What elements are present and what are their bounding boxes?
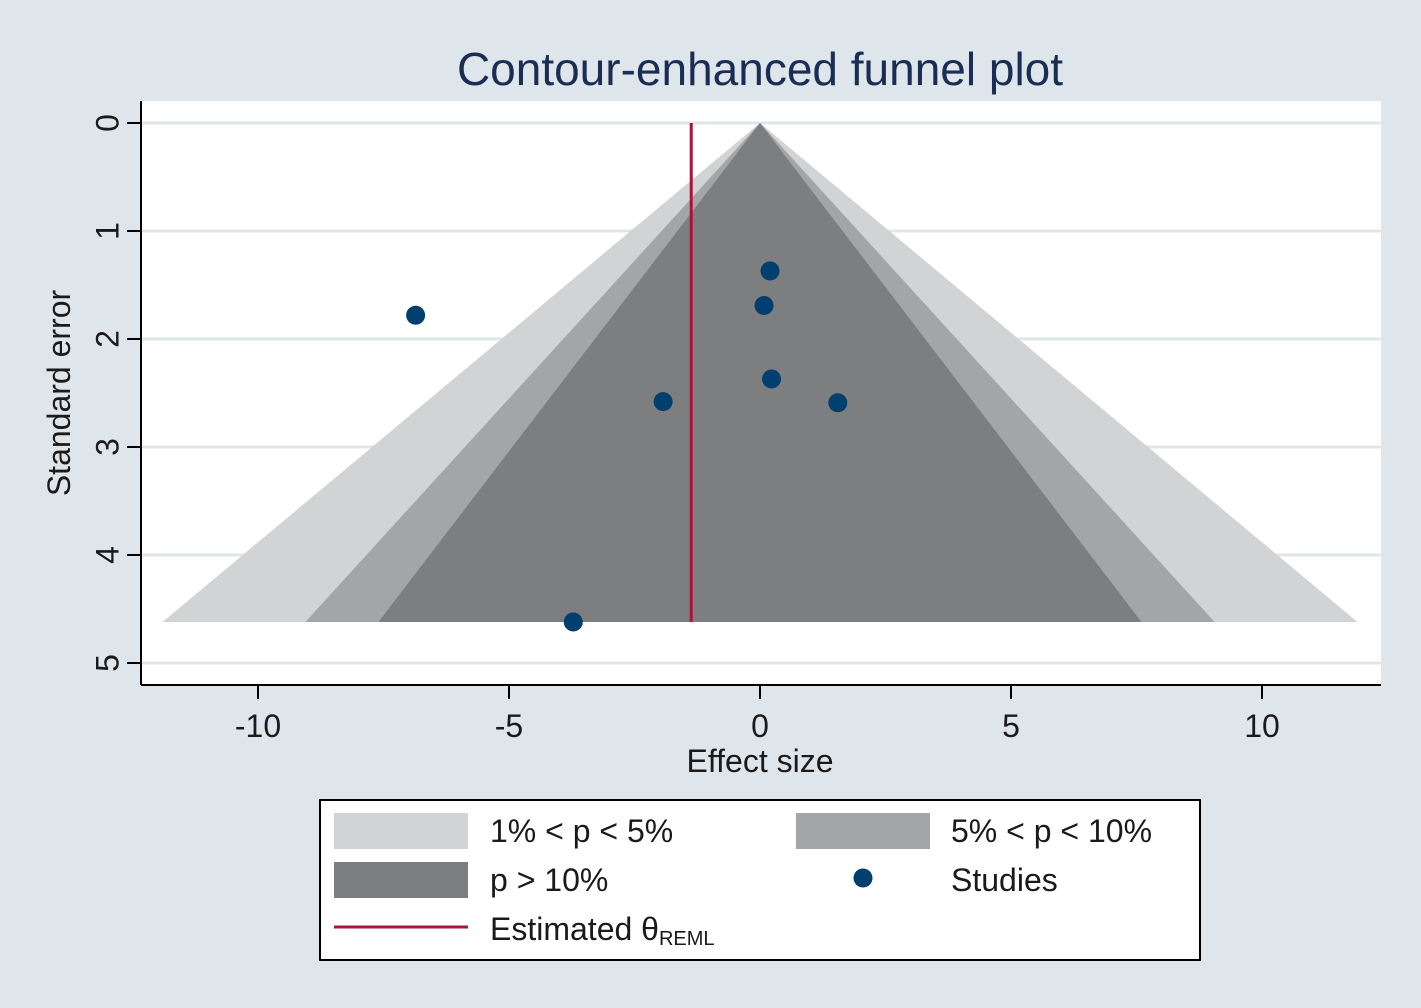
x-tick-label-3: 5: [1002, 708, 1020, 744]
legend-swatch: [334, 862, 468, 898]
x-tick-label-2: 0: [751, 708, 769, 744]
study-point-4: [762, 369, 782, 389]
y-tick-label-5: 5: [89, 654, 125, 672]
y-tick-label-3: 3: [89, 438, 125, 456]
study-points: [406, 261, 848, 632]
y-axis-ticks: 0 1 2 3 4 5: [89, 114, 141, 672]
chart-title: Contour-enhanced funnel plot: [457, 43, 1063, 95]
legend-item-3: p > 10%: [334, 862, 608, 898]
x-axis-label: Effect size: [686, 743, 833, 779]
y-axis-label: Standard error: [41, 289, 77, 496]
study-point-3: [406, 305, 426, 325]
y-tick-label-0: 0: [89, 114, 125, 132]
legend-item-4: Studies: [853, 862, 1058, 898]
study-point-2: [754, 296, 774, 316]
x-tick-label-0: -10: [235, 708, 281, 744]
study-point-1: [760, 261, 780, 281]
x-axis-ticks: -10 -5 0 5 10: [235, 685, 1280, 744]
legend-label: 1% < p < 5%: [490, 813, 673, 849]
legend: 1% < p < 5% 5% < p < 10% p > 10% Studies Est…: [319, 799, 1201, 961]
legend-label: p > 10%: [490, 862, 608, 898]
study-point-5: [653, 392, 673, 412]
legend-item-1: 1% < p < 5%: [334, 813, 673, 849]
legend-swatch: [853, 868, 873, 888]
y-tick-label-1: 1: [89, 222, 125, 240]
legend-swatch: [334, 813, 468, 849]
study-point-6: [828, 393, 848, 413]
y-tick-label-4: 4: [89, 546, 125, 564]
funnel-contours: [162, 123, 1358, 622]
legend-label: Studies: [951, 862, 1058, 898]
study-point-7: [563, 612, 583, 632]
legend-swatch: [796, 813, 930, 849]
contour-region-3: [378, 123, 1142, 622]
legend-item-5: Estimated θREML: [334, 911, 715, 950]
legend-label: 5% < p < 10%: [951, 813, 1152, 849]
x-tick-label-4: 10: [1244, 708, 1280, 744]
legend-label: Estimated θREML: [490, 911, 715, 950]
legend-item-2: 5% < p < 10%: [796, 813, 1152, 849]
x-tick-label-1: -5: [495, 708, 523, 744]
y-tick-label-2: 2: [89, 330, 125, 348]
